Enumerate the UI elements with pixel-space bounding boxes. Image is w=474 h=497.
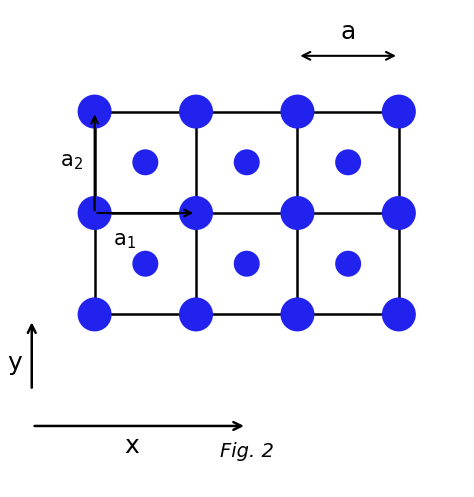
Point [91,108,99,116]
Point [142,260,149,268]
Point [243,260,251,268]
Point [395,209,402,217]
Text: a$_1$: a$_1$ [113,231,136,251]
Text: y: y [7,351,22,375]
Text: Fig. 2: Fig. 2 [220,442,273,461]
Text: a: a [340,20,356,44]
Text: x: x [125,434,139,458]
Point [395,311,402,319]
Point [344,159,352,166]
Point [395,108,402,116]
Text: a$_2$: a$_2$ [60,152,82,172]
Point [91,209,99,217]
Point [192,108,200,116]
Point [192,209,200,217]
Point [294,209,301,217]
Point [344,260,352,268]
Point [91,311,99,319]
Point [294,311,301,319]
Point [243,159,251,166]
Point [192,311,200,319]
Point [294,108,301,116]
Point [142,159,149,166]
